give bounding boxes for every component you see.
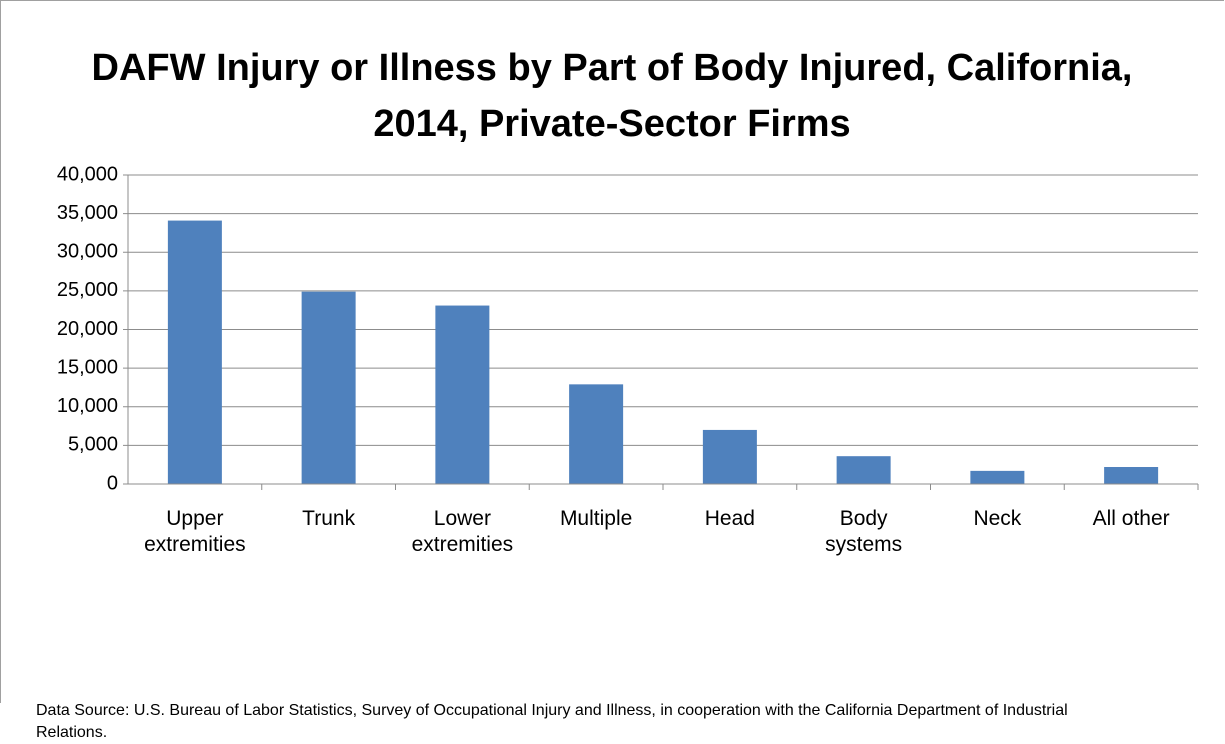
chart: 0 5,000 10,000 15,000 20,000 25,000 30,000 35,0… bbox=[57, 163, 1199, 494]
y-tick-label: 20,000 bbox=[57, 318, 118, 340]
bar bbox=[836, 456, 891, 484]
y-tick-label: 10,000 bbox=[57, 395, 118, 417]
bar bbox=[301, 291, 356, 484]
bar bbox=[702, 429, 757, 484]
y-tick-label: 30,000 bbox=[57, 241, 118, 263]
x-tick-label: All other bbox=[1092, 507, 1170, 530]
chart-frame bbox=[0, 0, 1224, 703]
bar bbox=[569, 384, 624, 484]
x-tick-label: Upper extremities bbox=[144, 507, 246, 556]
y-tick-label: 40,000 bbox=[57, 163, 118, 185]
x-tick-label: Lower extremities bbox=[411, 507, 514, 556]
y-tick-label: 25,000 bbox=[57, 279, 118, 301]
bar bbox=[167, 220, 222, 484]
y-tick-label: 15,000 bbox=[57, 356, 118, 378]
bar bbox=[435, 305, 490, 484]
x-tick-label: Neck bbox=[973, 507, 1022, 530]
x-tick-label: Body systems bbox=[825, 507, 903, 556]
source-note: Data Source: U.S. Bureau of Labor Statis… bbox=[36, 702, 1068, 741]
x-tick-label: Head bbox=[704, 507, 755, 530]
chart-title: DAFW Injury or Illness by Part of Body I… bbox=[91, 47, 1133, 145]
bar bbox=[1104, 467, 1159, 484]
y-tick-label: 0 bbox=[107, 472, 118, 494]
x-tick-label: Multiple bbox=[559, 507, 633, 530]
y-tick-label: 5,000 bbox=[68, 434, 118, 456]
bar bbox=[970, 470, 1025, 484]
y-tick-label: 35,000 bbox=[57, 202, 118, 224]
x-tick-label: Trunk bbox=[302, 507, 356, 530]
